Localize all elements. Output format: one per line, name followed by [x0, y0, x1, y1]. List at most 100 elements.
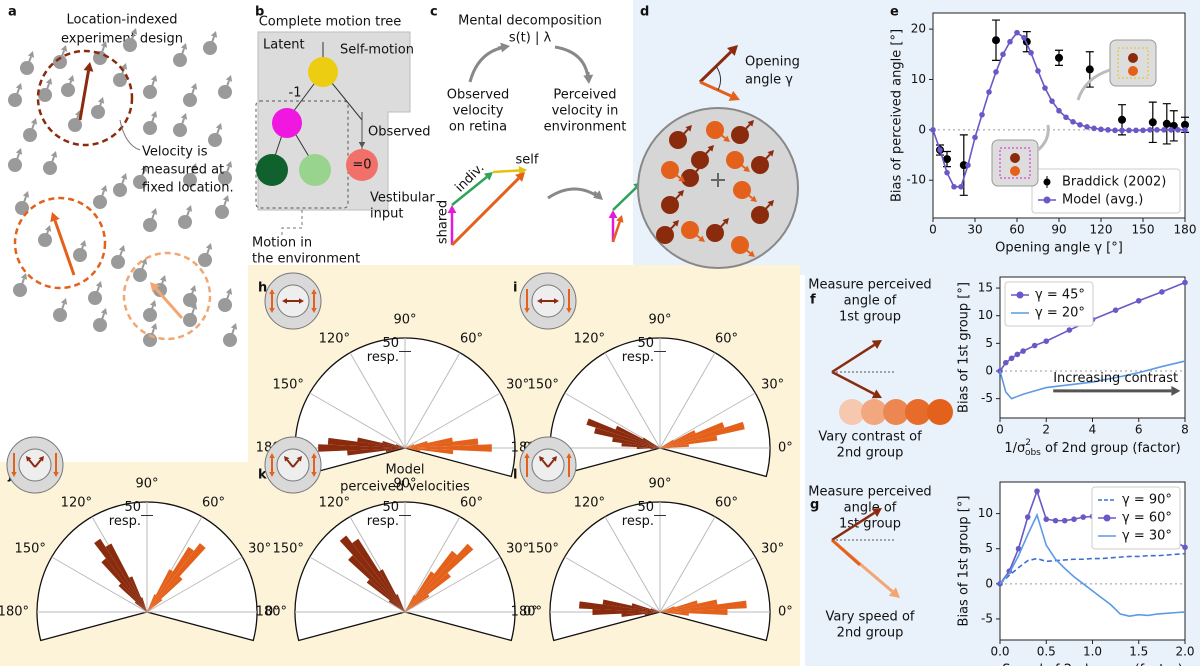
point — [1182, 279, 1188, 286]
arrow-head — [150, 323, 158, 330]
arrow-head — [311, 472, 317, 477]
arrow-head — [50, 212, 60, 223]
arrow-shaft — [44, 83, 50, 96]
angle-tick-label: 90° — [648, 477, 671, 492]
arrow-shaft — [664, 223, 676, 236]
panel-label: a — [8, 5, 17, 20]
arrow-shaft — [224, 166, 230, 179]
point — [1182, 544, 1188, 551]
point — [1035, 68, 1041, 74]
arrow-head — [11, 472, 17, 477]
arrow-shaft — [117, 250, 123, 263]
arrow-head — [677, 190, 684, 197]
angle-tick-label: 30° — [506, 542, 529, 557]
caption: Measure perceived — [808, 485, 931, 500]
point — [1014, 29, 1020, 36]
caption: 1st group — [839, 310, 901, 325]
point — [1133, 127, 1139, 134]
point — [1135, 297, 1142, 304]
point — [1175, 127, 1181, 133]
point — [1031, 342, 1038, 349]
arrow-shaft — [698, 50, 732, 84]
point — [1055, 53, 1063, 62]
legend-label: Model (avg.) — [1062, 193, 1143, 208]
panel-title: experiment design — [61, 32, 183, 47]
caption: angle of — [844, 501, 897, 516]
rose-bar — [94, 538, 147, 612]
arrow-shaft — [99, 313, 105, 326]
rose-bar — [101, 558, 147, 612]
arrow-shaft — [734, 159, 746, 170]
panel-label: e — [890, 5, 899, 20]
rose-bar — [405, 448, 421, 452]
arrow-head — [616, 215, 624, 223]
arrow-head — [583, 74, 594, 84]
angle-tick-label: 120° — [574, 495, 605, 510]
arrow-head — [269, 308, 275, 313]
point — [1091, 125, 1097, 132]
point — [1182, 127, 1188, 133]
grid-line — [404, 556, 501, 613]
y-tick-label: -5 — [981, 611, 993, 625]
node-label: Self-motion — [340, 43, 414, 58]
rose-bar — [660, 606, 675, 612]
panel-label: h — [258, 281, 267, 296]
arrow-head — [767, 150, 774, 157]
arrow-head — [672, 220, 679, 227]
arrow-shaft — [292, 459, 300, 468]
point — [1162, 119, 1171, 128]
rose-bar — [660, 600, 698, 612]
arrow-shaft — [154, 287, 184, 319]
point — [1077, 122, 1083, 128]
arrow-head — [871, 340, 882, 350]
contrast-dot — [905, 399, 931, 425]
rose-bar — [395, 444, 405, 448]
y-tick-label: 20 — [911, 22, 926, 36]
legend-label: γ = 60° — [1122, 511, 1172, 526]
point — [937, 147, 943, 153]
arrow-shaft — [139, 263, 145, 276]
arrow-head — [269, 289, 275, 294]
r-axis-label: resp. — [109, 514, 141, 529]
arrow-head — [20, 273, 28, 280]
grid-line — [604, 352, 661, 449]
angle-tick-label: 120° — [319, 495, 350, 510]
rose-bar — [660, 609, 728, 615]
grid-line — [659, 392, 756, 449]
panel-label: g — [810, 498, 819, 513]
arrow-head — [100, 41, 108, 48]
arrow-shaft — [204, 248, 210, 261]
point — [1043, 338, 1050, 344]
arrow-shaft — [547, 459, 555, 468]
y-axis-label: Bias of 1st group [°] — [957, 496, 972, 627]
y-tick-label: 5 — [985, 336, 993, 350]
arrow-head — [225, 288, 233, 295]
x-axis-label: Speed of 2nd group (factor) — [1002, 663, 1183, 666]
point — [1007, 38, 1013, 45]
arrow-head — [190, 163, 198, 170]
arrow-shaft — [759, 203, 771, 216]
arrow-shaft — [29, 123, 35, 136]
y-tick-label: 10 — [978, 506, 993, 520]
y-tick-label: 5 — [985, 541, 993, 555]
arrow-shaft — [79, 245, 85, 256]
arrow-head — [189, 285, 197, 292]
point — [1161, 127, 1167, 133]
r-tick-label: 50 — [637, 336, 654, 351]
rose-bar — [147, 546, 194, 612]
arrow-shaft — [14, 88, 20, 101]
arrow-shaft — [149, 328, 155, 341]
rose-bar — [405, 594, 416, 612]
x-tick-label: 60 — [1009, 223, 1024, 237]
point — [958, 183, 964, 190]
arrow-shaft — [739, 123, 751, 136]
leader — [1037, 124, 1050, 152]
rose-bar — [621, 442, 660, 448]
arrow-head — [150, 75, 158, 82]
arrow-head — [282, 298, 287, 304]
point — [1098, 126, 1104, 133]
dot — [1010, 166, 1020, 176]
rose-bar — [405, 571, 435, 612]
angle-tick-label: 180° — [256, 605, 287, 620]
grid-line — [659, 556, 756, 613]
